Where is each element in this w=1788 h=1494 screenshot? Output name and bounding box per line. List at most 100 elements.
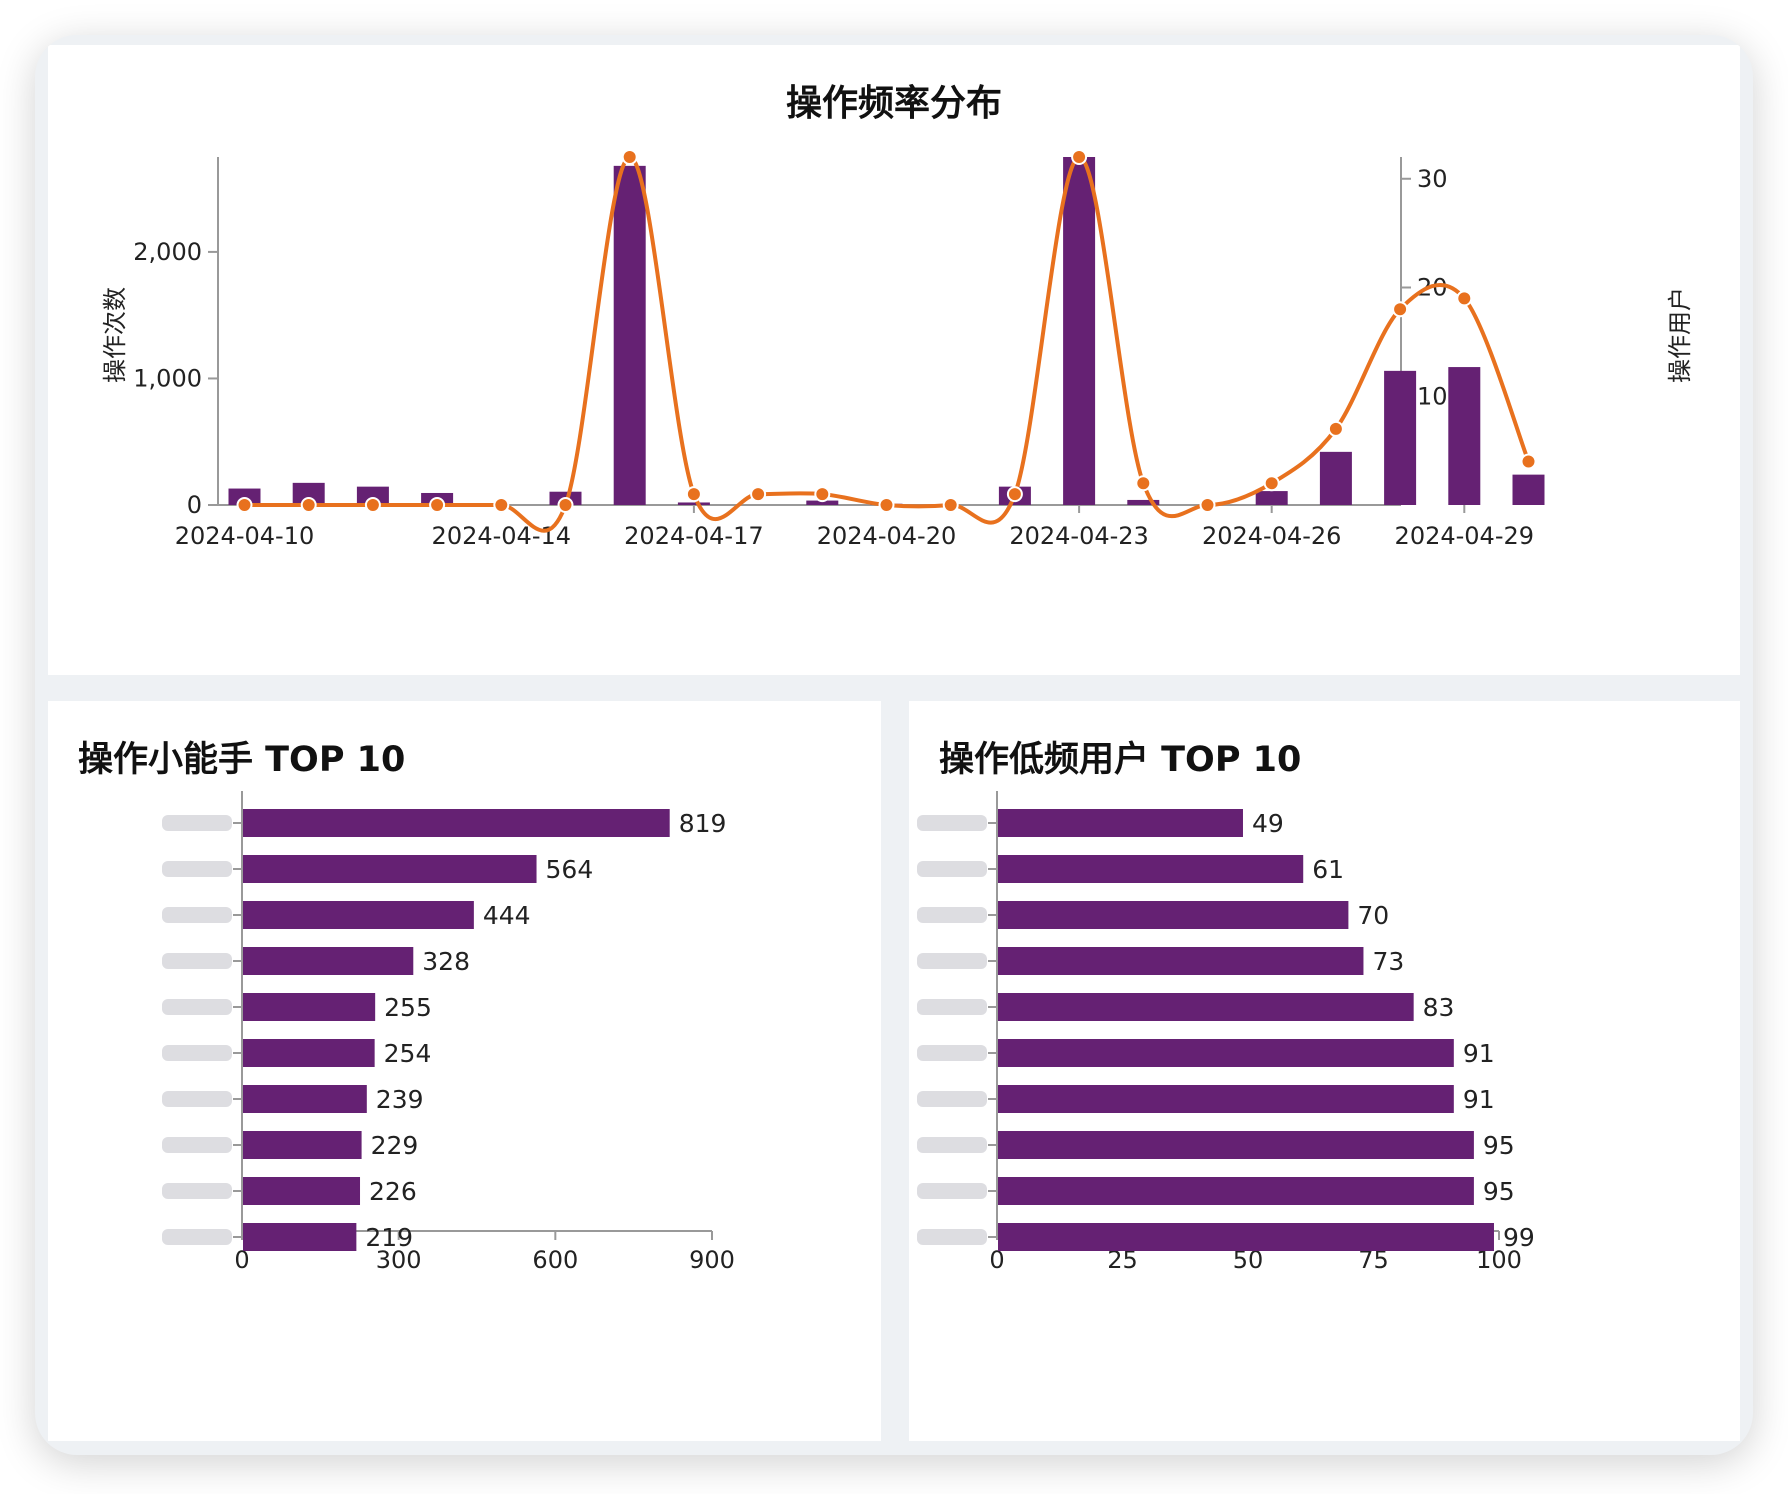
bar — [243, 1085, 367, 1113]
users-point — [1263, 475, 1280, 492]
bar — [998, 1131, 1474, 1159]
bar-value-label: 61 — [1312, 855, 1344, 884]
users-point — [557, 497, 574, 513]
y-right-tick-label: 30 — [1417, 165, 1448, 193]
x-tick-label: 2024-04-17 — [624, 522, 763, 550]
blurred-name — [162, 815, 232, 831]
x-tick-label: 0 — [234, 1246, 249, 1274]
blurred-name — [162, 1229, 232, 1245]
bar — [243, 1131, 362, 1159]
y-left-tick-label: 2,000 — [133, 238, 202, 266]
users-point — [1520, 453, 1537, 470]
bar-value-label: 95 — [1483, 1177, 1515, 1206]
blurred-name — [917, 861, 987, 877]
bar-value-label: 95 — [1483, 1131, 1515, 1160]
bar — [998, 1085, 1454, 1113]
low-users-title: 操作低频用户 TOP 10 — [939, 740, 1302, 780]
x-tick-label: 2024-04-29 — [1395, 522, 1534, 550]
users-point — [942, 497, 959, 513]
bar-value-label: 444 — [483, 901, 531, 930]
bar-value-label: 255 — [384, 993, 432, 1022]
blurred-name — [917, 1091, 987, 1107]
bar — [1319, 451, 1352, 505]
bar — [998, 1223, 1494, 1251]
users-point — [364, 497, 381, 513]
blurred-name — [917, 1183, 987, 1199]
bar — [243, 809, 670, 837]
users-line — [244, 155, 1531, 533]
bar — [1512, 474, 1545, 505]
bar — [243, 1039, 375, 1067]
bar-value-label: 219 — [365, 1223, 413, 1252]
bar-value-label: 83 — [1423, 993, 1455, 1022]
users-point — [493, 497, 510, 513]
bar — [998, 1039, 1454, 1067]
bar — [998, 855, 1304, 883]
bar — [998, 947, 1364, 975]
bar-value-label: 49 — [1252, 809, 1284, 838]
users-point — [878, 497, 895, 513]
bar — [1255, 491, 1288, 505]
bar-value-label: 91 — [1463, 1085, 1495, 1114]
users-point — [814, 486, 831, 503]
y-left-tick-label: 0 — [187, 491, 202, 519]
x-tick-label: 900 — [689, 1246, 735, 1274]
blurred-name — [162, 999, 232, 1015]
bar — [998, 901, 1349, 929]
bar-value-label: 328 — [422, 947, 470, 976]
x-tick-label: 2024-04-14 — [432, 522, 571, 550]
top-users-title: 操作小能手 TOP 10 — [78, 740, 406, 780]
bar — [1063, 157, 1096, 505]
blurred-name — [162, 907, 232, 923]
blurred-name — [162, 1137, 232, 1153]
bar — [806, 500, 839, 505]
bar — [243, 1177, 361, 1205]
bar — [356, 486, 389, 505]
bar — [243, 993, 376, 1021]
top-users-panel: 操作小能手 TOP 10 0 300 600 900 819 564 444 328 255 25… — [48, 701, 881, 1441]
users-point — [685, 486, 702, 503]
blurred-name — [917, 1137, 987, 1153]
bar-value-label: 70 — [1357, 901, 1389, 930]
users-point — [621, 149, 638, 165]
bar — [1127, 499, 1160, 505]
bar-value-label: 819 — [679, 809, 727, 838]
users-point — [750, 486, 767, 503]
bar — [1384, 370, 1417, 505]
frequency-chart: 操作频率分布 操作次数 操作用户 01,0002,0001020302024-0… — [101, 83, 1694, 550]
dashboard-frame: 操作频率分布 操作次数 操作用户 0 1,000 2,000 10 20 30 2024-0… — [35, 35, 1753, 1455]
bar-value-label: 239 — [376, 1085, 424, 1114]
blurred-name — [162, 1091, 232, 1107]
users-point — [1456, 290, 1473, 307]
bar — [243, 855, 537, 883]
frequency-panel: 操作频率分布 操作次数 操作用户 0 1,000 2,000 10 20 30 2024-0… — [48, 45, 1740, 675]
blurred-name — [917, 907, 987, 923]
x-tick-label: 2024-04-10 — [175, 522, 314, 550]
y-left-tick-label: 1,000 — [133, 364, 202, 392]
bar — [228, 488, 261, 505]
bar-value-label: 564 — [546, 855, 594, 884]
x-tick-label: 2024-04-20 — [817, 522, 956, 550]
blurred-name — [162, 1045, 232, 1061]
y-left-axis-title: 操作次数 — [101, 287, 129, 383]
bar-value-label: 226 — [369, 1177, 417, 1206]
users-point — [1327, 420, 1344, 437]
users-point — [1135, 475, 1152, 492]
users-point — [1071, 149, 1088, 165]
users-point — [1006, 486, 1023, 503]
frequency-chart-title: 操作频率分布 — [786, 83, 1002, 124]
blurred-name — [917, 1045, 987, 1061]
bar-value-label: 91 — [1463, 1039, 1495, 1068]
low-users-panel: 操作低频用户 TOP 10 0 25 50 75 100 49 61 70 73 83 91 91 95… — [909, 701, 1740, 1441]
blurred-name — [162, 953, 232, 969]
blurred-name — [917, 1229, 987, 1245]
blurred-name — [162, 861, 232, 877]
x-tick-label: 2024-04-23 — [1009, 522, 1148, 550]
users-point — [300, 497, 317, 513]
bar — [998, 1177, 1474, 1205]
bar — [243, 1223, 357, 1251]
bar — [677, 502, 710, 505]
users-point — [1199, 497, 1216, 513]
blurred-name — [917, 815, 987, 831]
